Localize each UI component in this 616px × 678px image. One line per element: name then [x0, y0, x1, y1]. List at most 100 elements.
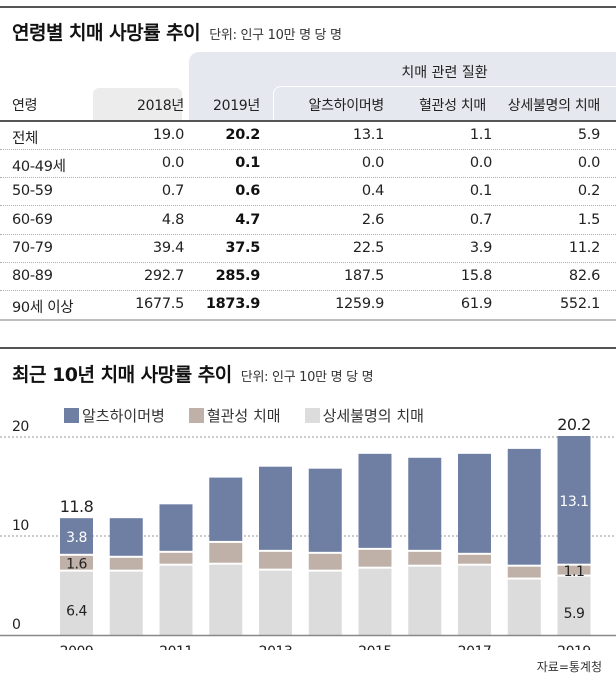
x-tick-label: 2015 [358, 644, 392, 650]
bar-unspecified-2019 [557, 576, 591, 635]
y-tick-label: 0 [12, 617, 20, 633]
chart-unit: 단위: 인구 10만 명 당 명 [240, 370, 374, 385]
bar-vascular-2017 [458, 554, 491, 564]
cell-y2018: 4.8 [161, 211, 184, 228]
bar-unspecified-2015 [358, 568, 392, 635]
cell-vascular: 0.7 [469, 211, 492, 228]
row-divider [0, 177, 616, 179]
section-rule [0, 347, 616, 349]
bar-unspecified-2018 [507, 579, 541, 635]
cell-vascular: 3.9 [469, 239, 492, 256]
x-tick-label: 2013 [259, 644, 293, 650]
row-divider [0, 149, 616, 150]
cell-vascular: 15.8 [460, 268, 492, 284]
bar-alzheimer-2010 [109, 518, 143, 556]
row-divider [0, 205, 616, 207]
cell-y2018: 19.0 [152, 127, 184, 143]
cell-alzheimer: 187.5 [343, 268, 384, 284]
cell-y2019: 37.5 [225, 239, 260, 256]
top-rule [0, 6, 616, 8]
header-2019: 2019년 [212, 98, 260, 114]
bar-vascular-2009 [60, 555, 93, 570]
legend-item-alzheimer: 알츠하이머병 [64, 405, 165, 426]
bar-vascular-2015 [358, 549, 392, 567]
bar-alzheimer-2016 [408, 457, 442, 550]
bar-alzheimer-2017 [458, 453, 491, 553]
bar-vascular-2012 [209, 542, 243, 563]
cell-age: 70-79 [12, 239, 53, 256]
legend-swatch-alzheimer [64, 408, 79, 423]
segment-label-unspecified: 6.4 [66, 603, 87, 619]
table-title: 연령별 치매 사망률 추이 [12, 22, 201, 44]
group-label: 치매 관련 질환 [401, 65, 488, 81]
cell-age: 60-69 [12, 211, 53, 228]
cell-alzheimer: 1259.9 [335, 296, 384, 313]
total-label: 20.2 [557, 415, 591, 434]
table-row: 60-69 4.8 4.7 2.6 0.7 1.5 [0, 207, 616, 235]
header-alzheimer: 알츠하이머병 [308, 98, 385, 114]
chart-title-block: 최근 10년 치매 사망률 추이 단위: 인구 10만 명 당 명 [12, 360, 374, 387]
bar-unspecified-2013 [259, 570, 292, 635]
chart-title: 최근 10년 치매 사망률 추이 [12, 364, 232, 386]
bar-vascular-2010 [109, 557, 143, 570]
total-label: 11.8 [60, 497, 94, 516]
cell-alzheimer: 0.0 [361, 155, 384, 172]
legend-label-alzheimer: 알츠하이머병 [82, 407, 165, 425]
bar-vascular-2014 [308, 553, 342, 570]
segment-label-alzheimer: 13.1 [559, 494, 588, 510]
bar-alzheimer-2015 [358, 453, 392, 548]
bar-alzheimer-2013 [259, 466, 292, 550]
row-divider [0, 233, 616, 235]
x-tick-label: 2009 [60, 644, 94, 650]
cell-vascular: 1.1 [469, 127, 492, 143]
bar-alzheimer-2009 [60, 518, 93, 554]
x-tick-label: 2017 [458, 644, 492, 650]
bar-unspecified-2014 [308, 571, 342, 635]
bar-unspecified-2011 [159, 565, 193, 635]
bar-alzheimer-2011 [159, 504, 193, 551]
cell-vascular: 61.9 [460, 296, 492, 313]
cell-age: 40-49세 [12, 159, 66, 176]
cell-y2019: 0.1 [235, 155, 260, 172]
legend-item-vascular: 혈관성 치매 [188, 405, 281, 426]
header-bg-2018 [93, 88, 182, 120]
legend-label-vascular: 혈관성 치매 [206, 407, 281, 425]
bar-unspecified-2016 [408, 566, 442, 635]
cell-y2018: 292.7 [143, 268, 184, 284]
bar-unspecified-2009 [60, 571, 93, 635]
row-divider [0, 290, 616, 291]
cell-age: 80-89 [12, 268, 53, 284]
bar-vascular-2011 [159, 552, 193, 564]
table-row: 전체 19.0 20.2 13.1 1.1 5.9 [0, 122, 616, 150]
row-divider [0, 261, 616, 263]
cell-alzheimer: 2.6 [361, 211, 384, 228]
table-row: 50-59 0.7 0.6 0.4 0.1 0.2 [0, 178, 616, 207]
segment-label-alzheimer: 3.8 [66, 530, 87, 546]
legend-label-unspecified: 상세불명의 치매 [322, 407, 424, 425]
header-2018: 2018년 [136, 98, 184, 114]
cell-y2018: 39.4 [152, 239, 184, 256]
cell-y2019: 1873.9 [205, 296, 260, 313]
cell-unspecified: 82.6 [568, 268, 600, 284]
bar-vascular-2018 [507, 566, 541, 578]
cell-y2018: 0.0 [161, 155, 184, 172]
cell-y2019: 285.9 [215, 268, 261, 284]
segment-label-vascular: 1.6 [66, 557, 87, 573]
y-tick-label: 10 [12, 518, 29, 534]
cell-alzheimer: 22.5 [352, 239, 384, 256]
bar-alzheimer-2019 [557, 436, 591, 564]
cell-age: 90세 이상 [12, 300, 74, 317]
bar-alzheimer-2018 [507, 448, 541, 565]
cell-y2018: 0.7 [161, 183, 184, 200]
bar-vascular-2019 [557, 565, 591, 575]
legend-swatch-unspecified [304, 408, 320, 423]
cell-y2019: 20.2 [225, 127, 260, 143]
header-bg-disease-group [273, 86, 616, 120]
cell-y2018: 1677.5 [135, 296, 184, 313]
bar-alzheimer-2012 [209, 477, 243, 541]
cell-unspecified: 5.9 [577, 127, 600, 143]
bar-vascular-2016 [408, 551, 442, 565]
bar-unspecified-2010 [109, 571, 143, 635]
